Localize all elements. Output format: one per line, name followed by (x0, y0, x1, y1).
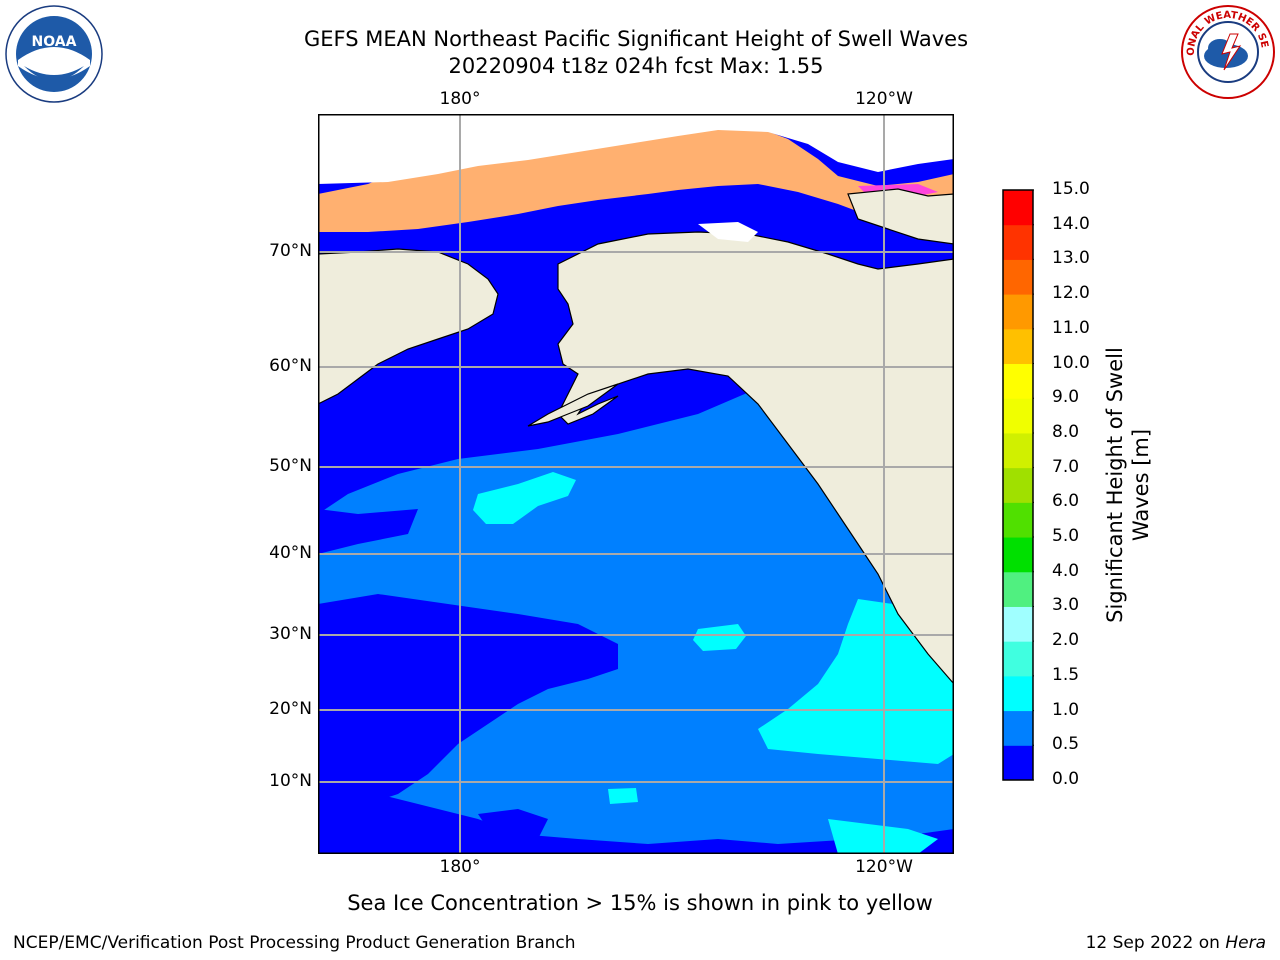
colorbar-segment (1003, 710, 1033, 746)
cyan-aleutian-patch (473, 472, 576, 524)
colorbar-segment (1003, 432, 1033, 469)
colorbar-segment (1003, 675, 1033, 712)
colorbar-tick-label: 1.0 (1052, 699, 1080, 720)
credit-host: Hera (1225, 933, 1266, 953)
colorbar-frame (1002, 189, 1034, 781)
colorbar-segment (1003, 398, 1033, 434)
colorbar-tick-label: 12.0 (1052, 283, 1090, 304)
colorbar-tick-label: 14.0 (1052, 213, 1090, 234)
colorbar-segment (1003, 571, 1033, 607)
lat-label-20n: 20°N (269, 699, 312, 719)
colorbar-tick-label: 13.0 (1052, 248, 1090, 269)
land-alaska (557, 231, 954, 854)
bottom-lon-label-120w: 120°W (855, 857, 913, 877)
top-lon-label-120w: 120°W (855, 89, 913, 109)
colorbar-segment (1003, 537, 1033, 573)
lat-label-70n: 70°N (269, 241, 312, 261)
credit-left: NCEP/EMC/Verification Post Processing Pr… (13, 933, 576, 953)
colorbar-tick-label: 15.0 (1052, 179, 1090, 199)
lat-label-60n: 60°N (269, 356, 312, 376)
colorbar-segment (1003, 294, 1033, 330)
colorbar-tick-label: 8.0 (1052, 421, 1080, 442)
lat-label-40n: 40°N (269, 543, 312, 563)
sea-ice-orange (318, 122, 954, 232)
map-title: GEFS MEAN Northeast Pacific Significant … (303, 27, 969, 51)
colorbar (1002, 189, 1034, 781)
colorbar-tick-label: 2.0 (1052, 630, 1080, 651)
credit-right: 12 Sep 2022 on Hera (1086, 933, 1266, 953)
colorbar-tick-label: 7.0 (1052, 456, 1080, 477)
colorbar-title-line2: Waves [m] (1129, 428, 1153, 542)
dark-blue-west-band (318, 509, 418, 554)
map-frame (318, 114, 954, 854)
colorbar-segment (1003, 606, 1033, 642)
bottom-lon-label-180: 180° (439, 857, 481, 877)
dark-blue-subtropical (318, 594, 618, 814)
colorbar-tick-label: 10.0 (1052, 352, 1090, 373)
colorbar-segment (1003, 328, 1033, 365)
land-alaska-peninsula (527, 383, 619, 427)
colorbar-segment (1003, 641, 1033, 677)
colorbar-segment (1003, 224, 1033, 260)
colorbar-segment (1003, 190, 1033, 226)
top-lon-label-180: 180° (439, 89, 481, 109)
colorbar-title-line1: Significant Height of Swell (1103, 347, 1127, 623)
colorbar-segment (1003, 502, 1033, 538)
gridlines (318, 114, 954, 854)
colorbar-segment (1003, 259, 1033, 295)
colorbar-tick-label: 3.0 (1052, 595, 1080, 616)
nws-logo: NATIONAL WEATHER SERVICE (1180, 4, 1275, 99)
swell-height-map (318, 114, 954, 854)
dark-blue-south (318, 794, 954, 854)
colorbar-tick-label: 11.0 (1052, 317, 1090, 338)
noaa-logo: NOAA (5, 5, 103, 103)
colorbar-tick-label: 9.0 (1052, 387, 1080, 408)
noaa-logo-text: NOAA (32, 34, 77, 50)
colorbar-tick-label: 0.0 (1052, 769, 1080, 789)
cyan-small-south (608, 788, 638, 804)
lat-label-30n: 30°N (269, 624, 312, 644)
colorbar-segment (1003, 363, 1033, 399)
land-siberia (318, 248, 499, 405)
land-arctic-islands (847, 188, 954, 245)
cyan-mid-pacific-patch (693, 624, 746, 651)
colorbar-tick-label: 0.5 (1052, 734, 1080, 755)
cyan-hawaii-east (758, 599, 954, 764)
lat-label-50n: 50°N (269, 456, 312, 476)
colorbar-title: Significant Height of Swell Waves [m] (1102, 315, 1154, 655)
colorbar-tick-label: 4.0 (1052, 560, 1080, 581)
sea-ice-white (318, 114, 954, 184)
credit-date: 12 Sep 2022 on (1085, 933, 1220, 953)
colorbar-segment (1003, 745, 1033, 781)
footnote: Sea Ice Concentration > 15% is shown in … (347, 891, 933, 915)
lat-label-10n: 10°N (269, 771, 312, 791)
colorbar-tick-label: 1.5 (1052, 664, 1080, 685)
colorbar-tick-label: 5.0 (1052, 526, 1080, 547)
map-subtitle: 20220904 t18z 024h fcst Max: 1.55 (448, 54, 824, 78)
white-bering-patch (698, 222, 758, 242)
dark-blue-equatorial-bite (478, 809, 548, 844)
colorbar-tick-label: 6.0 (1052, 491, 1080, 512)
colorbar-segment (1003, 467, 1033, 503)
